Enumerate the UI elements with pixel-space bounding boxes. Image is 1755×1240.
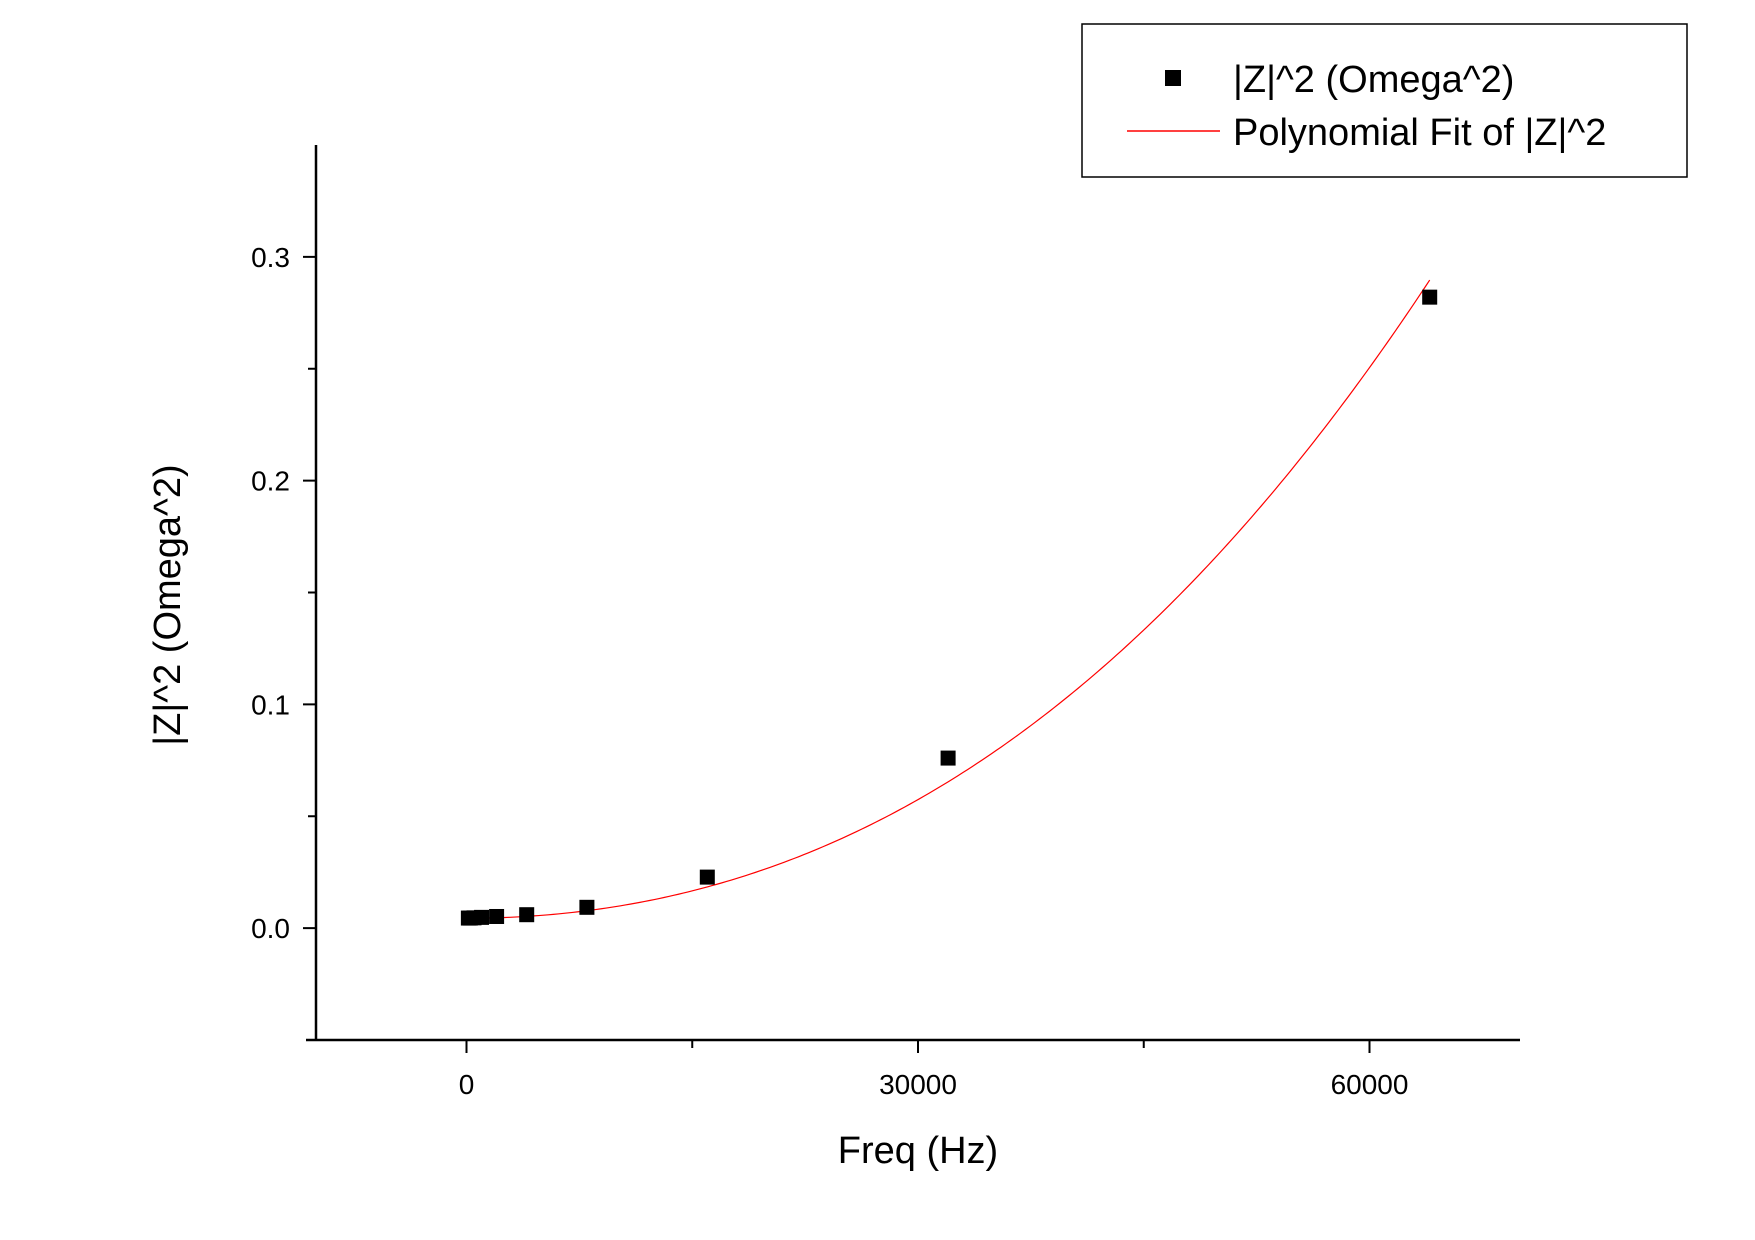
- legend-label-fit: Polynomial Fit of |Z|^2: [1233, 112, 1606, 154]
- y-tick-label: 0.1: [251, 689, 290, 720]
- data-point: [489, 908, 505, 924]
- x-axis-ticks: 0 30000 60000: [459, 1040, 1409, 1100]
- x-tick-label: 60000: [1331, 1069, 1409, 1100]
- legend: |Z|^2 (Omega^2) Polynomial Fit of |Z|^2: [1081, 23, 1688, 178]
- y-axis-title: |Z|^2 (Omega^2): [147, 464, 189, 745]
- x-tick-label: 0: [459, 1069, 475, 1100]
- plot-area: [460, 279, 1438, 926]
- data-markers: [460, 289, 1438, 926]
- x-axis-title: Freq (Hz): [838, 1130, 998, 1172]
- data-point: [940, 750, 956, 766]
- legend-box: [1081, 23, 1688, 178]
- data-point: [519, 907, 535, 923]
- data-point: [699, 869, 715, 885]
- fit-line: [466, 279, 1431, 919]
- legend-label-scatter: |Z|^2 (Omega^2): [1233, 59, 1514, 101]
- y-tick-label: 0.0: [251, 913, 290, 944]
- x-tick-label: 30000: [879, 1069, 957, 1100]
- y-axis-ticks: 0.0 0.1 0.2 0.3: [251, 242, 316, 1041]
- y-tick-label: 0.3: [251, 242, 290, 273]
- legend-marker-square: [1165, 70, 1181, 86]
- y-tick-label: 0.2: [251, 466, 290, 497]
- data-point: [579, 899, 595, 915]
- data-point: [1422, 289, 1438, 305]
- data-point: [474, 909, 490, 925]
